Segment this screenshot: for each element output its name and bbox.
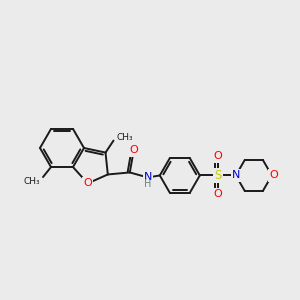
- Text: O: O: [269, 170, 278, 181]
- Text: O: O: [213, 152, 222, 161]
- Text: O: O: [213, 190, 222, 200]
- Text: S: S: [214, 169, 221, 182]
- Text: H: H: [144, 179, 152, 190]
- Text: O: O: [129, 146, 138, 155]
- Text: O: O: [83, 178, 92, 188]
- Text: N: N: [144, 172, 152, 182]
- Text: CH₃: CH₃: [116, 133, 133, 142]
- Text: N: N: [232, 170, 240, 181]
- Text: CH₃: CH₃: [23, 177, 40, 186]
